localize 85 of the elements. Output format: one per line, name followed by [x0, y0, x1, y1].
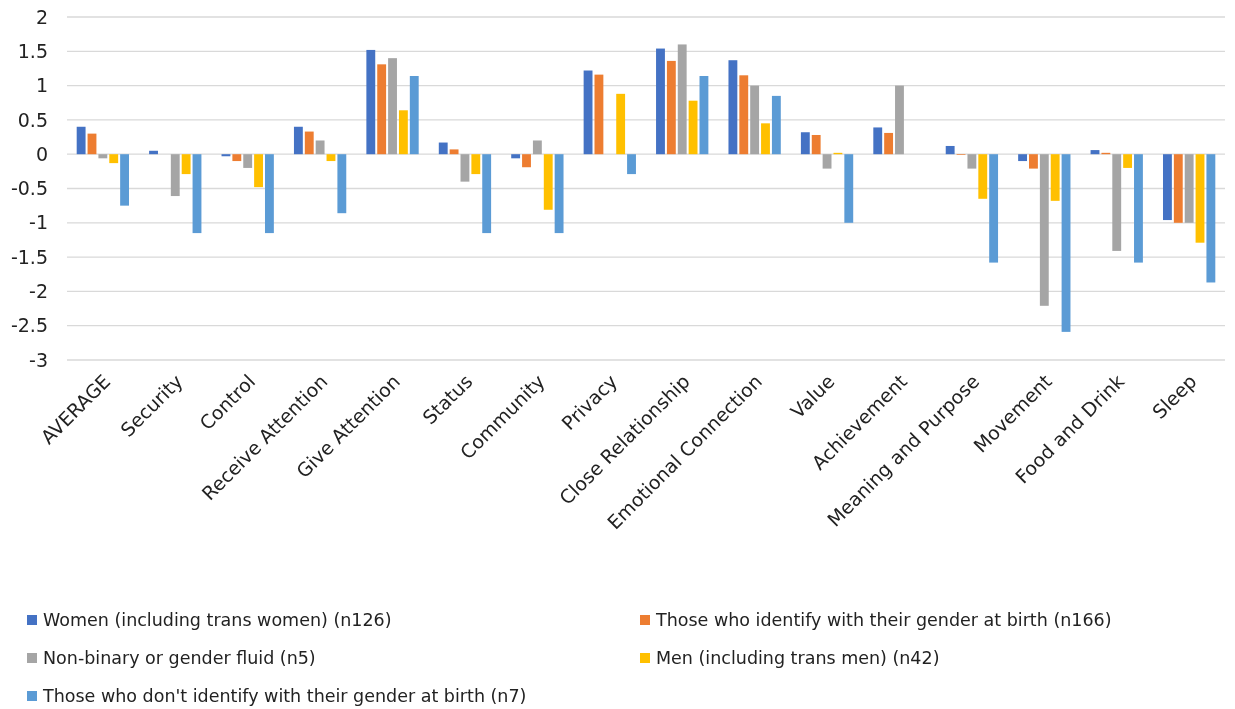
y-tick-label: 0.5	[17, 108, 48, 131]
y-tick-label: -3	[29, 348, 48, 371]
bar	[304, 131, 314, 155]
y-tick-label: 1.5	[17, 39, 48, 62]
bar	[1018, 154, 1028, 162]
bar	[1173, 154, 1183, 223]
bar	[800, 132, 810, 155]
bar	[1050, 154, 1060, 201]
y-tick-label: -1.5	[10, 245, 48, 268]
bar	[1184, 154, 1194, 223]
bar	[677, 44, 687, 155]
bar	[109, 154, 119, 164]
bar	[989, 154, 999, 263]
y-tick-label: -2	[29, 280, 48, 303]
y-tick-label: -1	[29, 211, 48, 234]
bar	[149, 150, 158, 155]
bar	[337, 154, 347, 214]
bar	[666, 60, 676, 155]
bar	[1162, 154, 1172, 221]
bar	[699, 76, 709, 155]
bar	[688, 100, 698, 155]
bar	[315, 140, 325, 155]
bar	[1134, 154, 1143, 263]
y-tick-label: 2	[35, 5, 48, 28]
bar	[522, 154, 531, 168]
bar	[471, 154, 481, 175]
bar	[1195, 154, 1205, 243]
bar	[978, 154, 988, 199]
bar	[967, 154, 977, 169]
bar	[1123, 154, 1133, 168]
y-tick-label: -2.5	[10, 314, 48, 337]
bar	[873, 127, 883, 155]
bar	[728, 60, 738, 155]
bar	[243, 154, 253, 168]
bar	[554, 154, 564, 234]
bar	[1039, 154, 1049, 306]
bar	[181, 154, 191, 175]
bar	[594, 74, 604, 155]
y-tick-label: 0	[35, 142, 48, 165]
bar	[1206, 154, 1216, 283]
bar	[449, 149, 459, 155]
bar	[76, 126, 86, 155]
bar	[482, 154, 492, 234]
bar	[1061, 154, 1071, 332]
bar	[438, 142, 448, 155]
legend-label: Non-binary or gender fluid (n5)	[43, 648, 316, 669]
bar	[761, 123, 770, 155]
bar	[822, 154, 832, 169]
bar	[170, 154, 180, 197]
bar	[1112, 154, 1122, 251]
bar	[771, 95, 781, 155]
bar	[543, 154, 553, 210]
bar	[656, 48, 665, 155]
bar	[511, 154, 521, 159]
bar	[844, 154, 854, 223]
bar	[1029, 154, 1038, 169]
bar	[532, 140, 542, 155]
bar	[98, 154, 108, 159]
bar	[388, 58, 397, 155]
bar	[264, 154, 274, 234]
bar	[377, 64, 387, 155]
bar	[884, 132, 894, 155]
y-tick-label: 1	[35, 74, 48, 97]
bar	[750, 85, 760, 155]
bar	[811, 134, 821, 155]
bar	[409, 76, 419, 155]
legend-label: Those who identify with their gender at birth (n166)	[655, 610, 1112, 631]
y-tick-label: -0.5	[10, 177, 48, 200]
bar	[398, 110, 408, 155]
bar	[460, 154, 470, 182]
legend-label: Men (including trans men) (n42)	[656, 648, 940, 669]
bar	[326, 154, 336, 162]
bar	[293, 126, 303, 155]
bar	[616, 93, 626, 155]
legend-label: Those who don't identify with their gender at birth (n7)	[42, 686, 527, 707]
bar	[254, 154, 263, 188]
bar	[739, 75, 749, 155]
bar	[192, 154, 202, 234]
bar	[232, 154, 242, 162]
bar	[627, 154, 636, 175]
legend-label: Women (including trans women) (n126)	[43, 610, 392, 631]
bar	[895, 85, 904, 155]
bar	[945, 145, 955, 155]
bar	[120, 154, 130, 206]
bar	[366, 49, 376, 155]
